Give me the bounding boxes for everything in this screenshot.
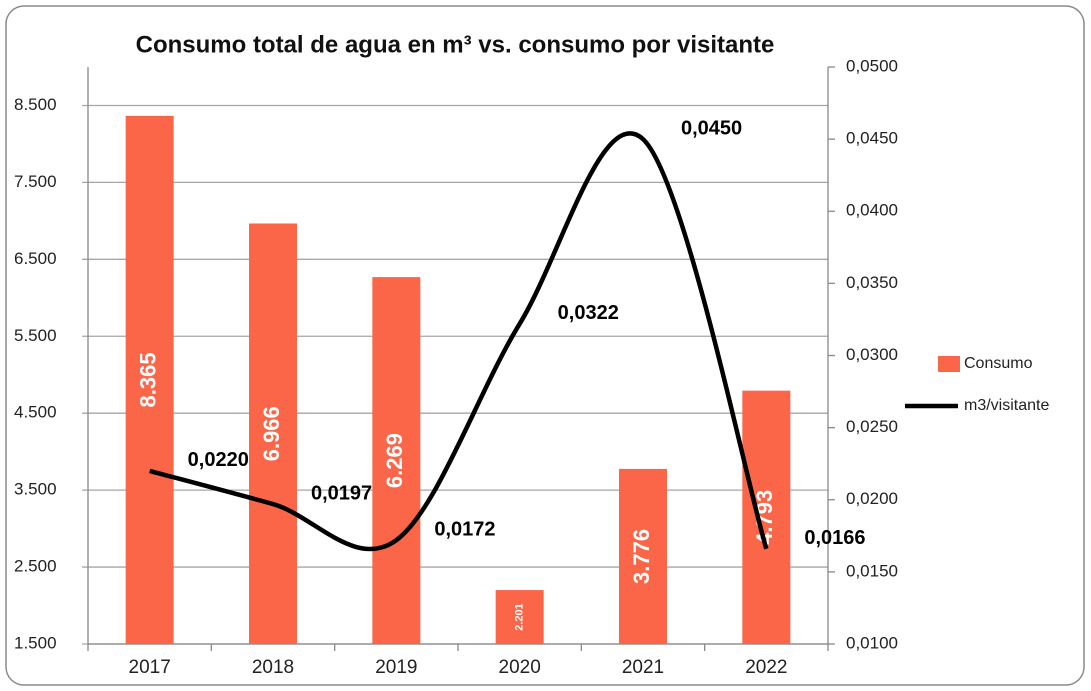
- line-value-label: 0,0166: [804, 527, 865, 549]
- chart-title: Consumo total de agua en m³ vs. consumo …: [136, 31, 775, 58]
- line-value-label: 0,0172: [434, 518, 495, 540]
- y2-tick-label: 0,0350: [846, 273, 898, 292]
- bar: [372, 277, 421, 644]
- y2-tick-label: 0,0200: [846, 489, 898, 508]
- bar: [249, 223, 297, 644]
- y-tick-label: 5.500: [14, 326, 57, 345]
- y-tick-label: 1.500: [14, 633, 57, 652]
- y2-tick-label: 0,0250: [846, 417, 898, 436]
- bar: [495, 590, 544, 644]
- y2-tick-label: 0,0150: [846, 561, 898, 580]
- line: [149, 131, 769, 552]
- y-tick-label: 6.500: [14, 249, 57, 268]
- bar-value-label: 6.966: [259, 406, 284, 461]
- y-tick-label: 4.500: [14, 403, 57, 422]
- x-tick-label: 2020: [499, 657, 541, 678]
- line-value-label: 0,0197: [311, 482, 372, 504]
- line-value-label: 0,0450: [681, 117, 742, 139]
- x-tick-label: 2021: [622, 657, 664, 678]
- line-value-label: 0,0220: [188, 449, 249, 471]
- legend-label: m3/visitante: [964, 397, 1049, 414]
- y2-tick-label: 0,0100: [846, 633, 898, 652]
- y2-tick-label: 0,0500: [846, 56, 898, 75]
- legend-label: Consumo: [964, 355, 1033, 372]
- x-tick-label: 2022: [745, 657, 787, 678]
- y-tick-label: 8.500: [14, 95, 57, 114]
- bar: [619, 468, 667, 644]
- bar: [742, 390, 791, 644]
- y-tick-label: 7.500: [14, 172, 57, 191]
- y-tick-label: 3.500: [14, 480, 57, 499]
- bar: [125, 115, 174, 645]
- bar-value-label: 8.365: [135, 352, 160, 407]
- bar-value-label: 6.269: [382, 433, 407, 488]
- x-tick-label: 2017: [129, 657, 171, 678]
- y2-tick-label: 0,0400: [846, 201, 898, 220]
- y-tick-label: 2.500: [14, 557, 57, 576]
- bar-value-label: 3.776: [629, 529, 654, 584]
- x-tick-label: 2019: [375, 657, 417, 678]
- line-value-label: 0,0322: [558, 302, 619, 324]
- y2-tick-label: 0,0450: [846, 129, 898, 148]
- bar-value-label: 2.201: [514, 603, 526, 631]
- y2-tick-label: 0,0300: [846, 345, 898, 364]
- x-tick-label: 2018: [252, 657, 294, 678]
- legend-swatch: [938, 356, 960, 372]
